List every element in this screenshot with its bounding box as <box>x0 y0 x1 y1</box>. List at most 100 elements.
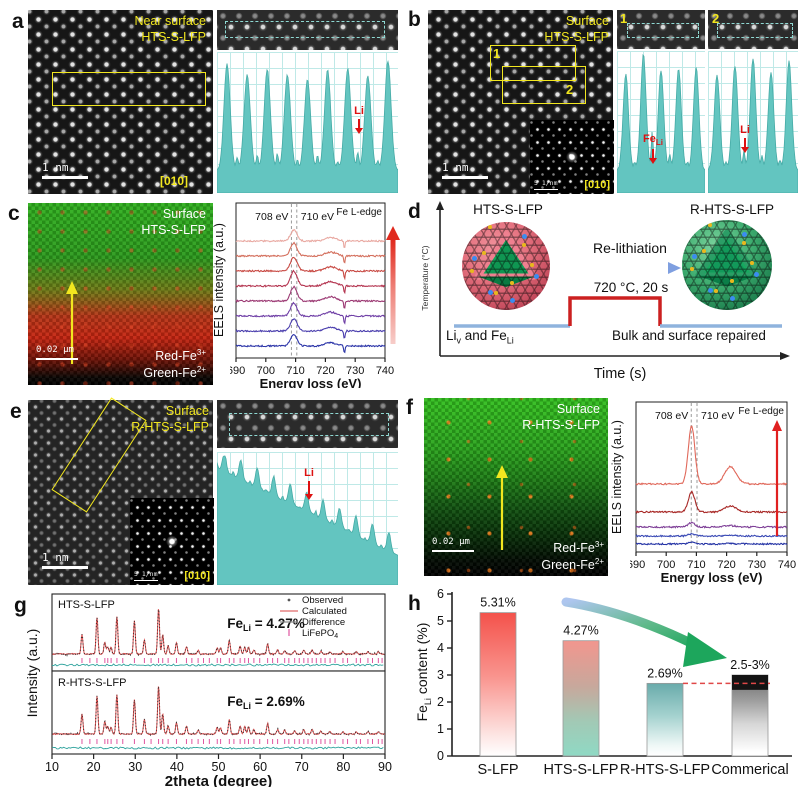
panel-h-letter: h <box>408 592 421 615</box>
svg-text:4.27%: 4.27% <box>563 624 598 638</box>
panel-c-scale-bar: 0.02 μm <box>36 345 78 360</box>
panel-b-letter: b <box>408 8 421 31</box>
dopant-dots-blue <box>690 226 695 231</box>
panel-a-tem-image <box>28 10 213 194</box>
svg-text:70: 70 <box>295 760 309 774</box>
svg-text:Fe L-edge: Fe L-edge <box>336 207 382 218</box>
arrow-stem <box>744 138 746 147</box>
cutaway-wedge <box>695 229 759 287</box>
svg-text:R-HTS-S-LFP: R-HTS-S-LFP <box>58 677 126 689</box>
svg-text:FeLi = 4.27%: FeLi = 4.27% <box>227 616 304 633</box>
temperature-pulse <box>568 296 662 326</box>
panel-c-letter: c <box>8 202 20 225</box>
down-arrow-icon <box>741 147 749 157</box>
panel-e-intensity-profile <box>217 452 398 585</box>
scale-bar-line <box>42 176 88 179</box>
panel-b-fft-inset: 5 1/nm [010] <box>530 120 614 194</box>
panel-e-letter: e <box>10 400 22 423</box>
up-arrow-icon <box>436 201 444 210</box>
panel-b-scale-bar: 1 nm <box>442 161 488 179</box>
svg-text:5.31%: 5.31% <box>480 596 515 610</box>
svg-text:720: 720 <box>316 365 334 377</box>
panel-b-tem-image <box>428 10 613 194</box>
panel-e-scale-bar: 1 nm <box>42 551 88 569</box>
svg-text:60: 60 <box>253 760 267 774</box>
scale-bar-line <box>36 357 78 360</box>
panel-a-strip-roi <box>225 21 385 38</box>
panel-a-roi-box <box>52 72 206 106</box>
svg-text:HTS-S-LFP: HTS-S-LFP <box>58 599 115 611</box>
panel-a-strip-image <box>217 10 398 50</box>
panel-d-letter: d <box>408 200 421 223</box>
panel-f-scale-bar: 0.02 μm <box>432 537 474 552</box>
svg-text:2theta (degree): 2theta (degree) <box>165 773 273 787</box>
scale-bar-line <box>432 549 474 552</box>
svg-text:LiFePO4: LiFePO4 <box>302 628 338 640</box>
red-fe3-label: Red-Fe3+ <box>155 348 206 364</box>
panel-f-spectra-ylabel: EELS intensity (a.u.) <box>610 420 624 534</box>
svg-text:80: 80 <box>336 760 350 774</box>
panel-f-eels-spectra: 690 700 710 720 730 740 Energy loss (eV) 708 eV… <box>630 401 796 585</box>
green-fe2-label: Green-Fe2+ <box>541 556 604 572</box>
svg-text:50: 50 <box>212 760 226 774</box>
panel-d-xlabel: Time (s) <box>593 366 647 382</box>
panel-c-spectra-ylabel: EELS intensity (a.u.) <box>212 223 226 337</box>
panel-a-profile-plot <box>217 59 398 193</box>
svg-text:710 eV: 710 eV <box>301 211 334 223</box>
panel-g-ylabel: Intensity (a.u.) <box>24 628 40 718</box>
panel-b-roi-label-1: 1 <box>493 46 501 61</box>
panel-d-ylabel: Temperature (°C) <box>420 245 430 311</box>
panel-d-process-label: Re-lithiation <box>593 240 667 256</box>
svg-text:4: 4 <box>437 641 444 655</box>
red-fe3-label: Red-Fe3+ <box>553 540 604 556</box>
arrow-stem <box>652 149 654 159</box>
panel-d-repaired-particle <box>682 220 772 310</box>
panel-h-bar-chart: 0 1 2 3 4 5 6 5.31% S-LFP 4.27% HTS-S-LFP 2.69% R-HT… <box>437 588 792 778</box>
svg-text:Energy loss (eV): Energy loss (eV) <box>260 376 362 388</box>
svg-text:2: 2 <box>437 695 444 709</box>
svg-text:FeLi = 2.69%: FeLi = 2.69% <box>227 694 304 711</box>
panel-e-image-label: Surface R-HTS-S-LFP <box>131 404 209 434</box>
panel-c-line-scan-arrow <box>66 281 78 364</box>
panel-b-strip-2-roi <box>717 23 793 38</box>
panel-f-colorkey: Red-Fe3+ Green-Fe2+ <box>470 540 604 574</box>
panel-a-image-label: Near surface HTS-S-LFP <box>134 14 206 44</box>
panel-e-zone-axis: [010] <box>184 570 210 582</box>
panel-h-ylabel: FeLi content (%) <box>414 622 433 722</box>
panel-b-roi-box-1 <box>490 45 576 81</box>
svg-text:740: 740 <box>376 365 394 377</box>
svg-text:Energy loss (eV): Energy loss (eV) <box>661 570 763 585</box>
panel-b-intensity-profile-2 <box>708 51 798 193</box>
panel-f-eels-map <box>424 398 608 576</box>
panel-d-process-arrow <box>580 262 681 274</box>
panel-b-strip-1-label: 1 <box>620 11 628 26</box>
panel-b-feli-marker: FeLi <box>639 134 667 168</box>
panel-g-xrd-plot: HTS-S-LFP FeLi = 4.27% R-HTS-S-LFP FeLi = 2… <box>46 593 392 787</box>
svg-text:730: 730 <box>748 559 766 571</box>
panel-b-li-marker: Li <box>733 125 757 157</box>
panel-d-axes <box>436 201 790 360</box>
panel-d-left-caption: Liv and FeLi <box>446 328 514 346</box>
svg-text:0: 0 <box>437 749 444 763</box>
panel-f-letter: f <box>406 396 413 419</box>
svg-text:HTS-S-LFP: HTS-S-LFP <box>544 762 619 778</box>
panel-b-intensity-profile-1 <box>617 51 705 193</box>
svg-text:R-HTS-S-LFP: R-HTS-S-LFP <box>620 762 710 778</box>
green-fe2-label: Green-Fe2+ <box>143 364 206 380</box>
svg-text:30: 30 <box>128 760 142 774</box>
panel-g-letter: g <box>14 594 27 617</box>
svg-text:3: 3 <box>437 668 444 682</box>
svg-text:Calculated: Calculated <box>302 606 347 617</box>
dopant-dots-yellow <box>708 223 712 227</box>
panel-b-image-label: Surface HTS-S-LFP <box>544 14 609 44</box>
svg-text:10: 10 <box>46 760 59 774</box>
panel-c-colorkey: Red-Fe3+ Green-Fe2+ <box>80 348 206 382</box>
scale-bar-line <box>442 176 488 179</box>
svg-text:90: 90 <box>378 760 392 774</box>
panel-b-strip-2-label: 2 <box>712 11 720 26</box>
panel-b-fft-scale: 5 1/nm <box>534 180 558 190</box>
panel-c-eels-spectra: 690 700 710 720 730 740 Energy loss (eV) 708 eV… <box>230 202 400 388</box>
panel-b-roi-box-2 <box>502 66 586 104</box>
panel-d-left-title: HTS-S-LFP <box>473 202 543 217</box>
panel-e-fft-inset: 5 1/nm [010] <box>130 498 214 585</box>
